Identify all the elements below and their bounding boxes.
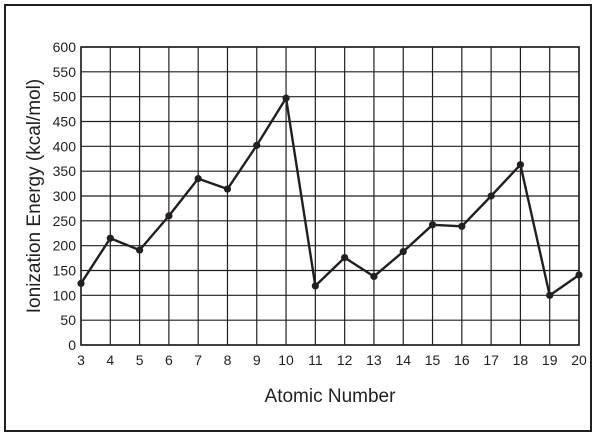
data-point: [223, 185, 232, 193]
data-point: [341, 253, 349, 262]
x-tick-label: 13: [366, 352, 382, 368]
y-tick-label: 550: [53, 64, 77, 80]
y-axis-label: Ionization Energy (kcal/mol): [24, 79, 45, 313]
y-tick-label: 50: [60, 312, 76, 328]
y-tick-label: 500: [53, 89, 77, 105]
y-tick-label: 350: [53, 163, 77, 179]
data-point: [165, 212, 173, 220]
x-tick-label: 16: [454, 352, 470, 368]
x-tick-label: 9: [253, 352, 261, 368]
x-tick-label: 10: [278, 352, 294, 368]
data-point: [458, 222, 466, 230]
y-tick-label: 450: [53, 114, 77, 130]
x-axis-label: Atomic Number: [265, 386, 397, 407]
grid: [80, 46, 580, 346]
x-tick-label: 8: [224, 352, 232, 368]
chart-frame: [4, 4, 592, 432]
data-point: [77, 279, 85, 288]
data-point: [282, 94, 290, 102]
x-tick-label: 3: [77, 352, 85, 368]
data-point: [487, 192, 495, 200]
x-tick-label: 14: [395, 352, 411, 368]
y-tick-labels: 0 50 100 150 200 250 300 350 400 450 500 550 600: [53, 39, 77, 353]
x-tick-label: 12: [337, 352, 353, 368]
y-tick-label: 250: [53, 213, 77, 229]
data-point: [575, 271, 583, 279]
x-tick-label: 7: [194, 352, 202, 368]
x-tick-label: 4: [106, 352, 114, 368]
y-tick-label: 200: [53, 238, 77, 254]
y-tick-label: 300: [53, 188, 77, 204]
data-point: [428, 221, 437, 229]
data-point: [516, 161, 525, 169]
series-line: [79, 96, 580, 297]
y-tick-label: 150: [53, 263, 77, 279]
y-tick-label: 100: [53, 287, 77, 303]
plot-border: [80, 46, 580, 346]
data-point: [370, 272, 378, 281]
data-point: [546, 291, 554, 299]
x-tick-label: 19: [542, 352, 558, 368]
data-point: [194, 175, 202, 183]
x-tick-label: 5: [136, 352, 144, 368]
data-point: [135, 246, 144, 254]
x-tick-label: 15: [425, 352, 441, 368]
y-tick-label: 0: [68, 337, 76, 353]
data-point: [399, 248, 407, 256]
x-tick-label: 17: [483, 352, 499, 368]
y-tick-label: 600: [53, 39, 77, 55]
y-tick-label: 400: [53, 138, 77, 154]
x-tick-label: 20: [571, 352, 587, 368]
data-point: [106, 234, 114, 242]
data-series: [77, 94, 583, 299]
x-tick-label: 11: [308, 352, 323, 368]
data-point: [311, 282, 319, 290]
x-tick-labels: 3 4 5 6 7 8 9 10 11 12 13 14 15 16 17 18 19 20: [77, 352, 587, 368]
x-tick-label: 6: [165, 352, 173, 368]
data-point: [253, 141, 261, 149]
x-tick-label: 18: [513, 352, 529, 368]
